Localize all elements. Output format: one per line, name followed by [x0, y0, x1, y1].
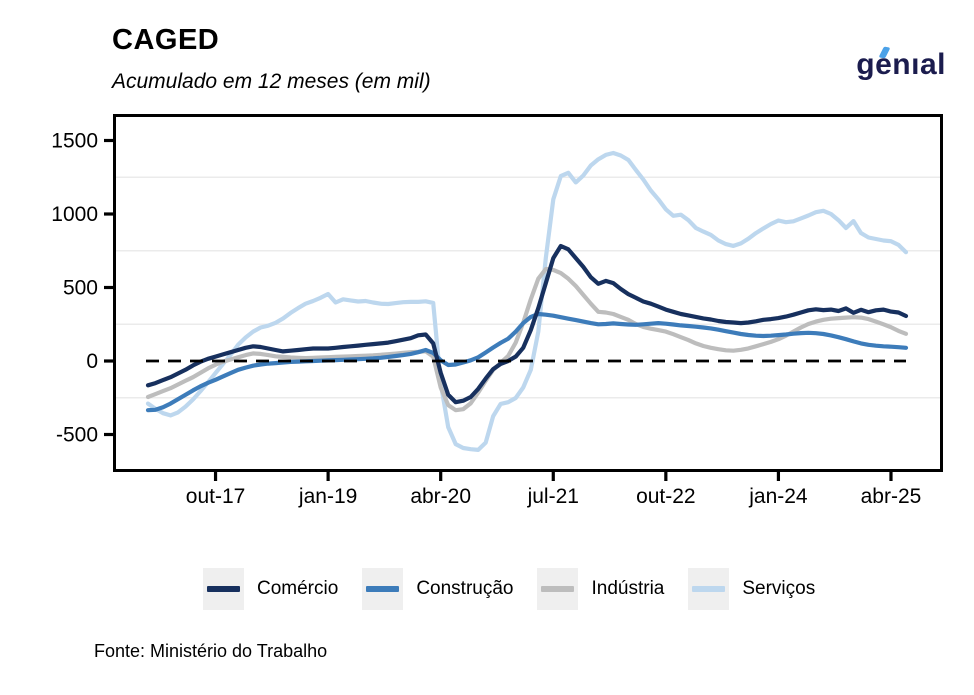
legend-label: Construção	[416, 578, 514, 599]
legend-line-swatch	[366, 586, 400, 592]
legend-label: Serviços	[742, 578, 816, 599]
series-servicos	[145, 150, 909, 452]
legend-key-comercio	[203, 568, 244, 610]
y-tick-label: 1500	[51, 130, 98, 153]
legend-item-comercio: Comércio	[203, 568, 338, 610]
legend-item-industria: Indústria	[537, 568, 664, 610]
legend-item-construcao: Construção	[362, 568, 513, 610]
series-industria	[145, 266, 909, 413]
line-chart: 1500 1000 500 0 -500 out-17 jan-19 abr-20 jul-21…	[51, 114, 943, 508]
plot-border	[113, 114, 943, 472]
y-tick-label: 1000	[51, 203, 98, 226]
legend: Comércio Construção Indústria Serviços	[203, 568, 815, 610]
legend-label: Indústria	[591, 578, 665, 599]
x-tick-label: abr-25	[861, 485, 922, 508]
legend-key-construcao	[362, 568, 404, 610]
chart-title: CAGED	[112, 24, 220, 56]
legend-label: Comércio	[257, 578, 339, 599]
y-tick-label: -500	[56, 424, 98, 447]
logo-text: genıal	[856, 48, 946, 81]
y-tick-label: 0	[86, 350, 98, 373]
legend-line-swatch	[541, 586, 575, 592]
genial-logo: genıal	[856, 46, 946, 81]
x-tick-label: jul-21	[527, 485, 579, 508]
legend-line-swatch	[207, 586, 240, 592]
legend-key-servicos	[688, 568, 730, 610]
chart-subtitle: Acumulado em 12 meses (em mil)	[112, 70, 431, 93]
x-tick-label: jan-19	[298, 485, 357, 508]
x-tick-label: jan-24	[748, 485, 808, 508]
source-note: Fonte: Ministério do Trabalho	[94, 641, 328, 661]
series-comercio	[145, 243, 909, 405]
legend-key-industria	[537, 568, 579, 610]
series-construcao	[145, 311, 909, 413]
x-tick-label: abr-20	[410, 485, 471, 508]
legend-item-servicos: Serviços	[688, 568, 815, 610]
x-tick-label: out-22	[636, 485, 696, 508]
y-tick-label: 500	[63, 277, 98, 300]
legend-line-swatch	[692, 586, 726, 592]
x-tick-label: out-17	[186, 485, 246, 508]
